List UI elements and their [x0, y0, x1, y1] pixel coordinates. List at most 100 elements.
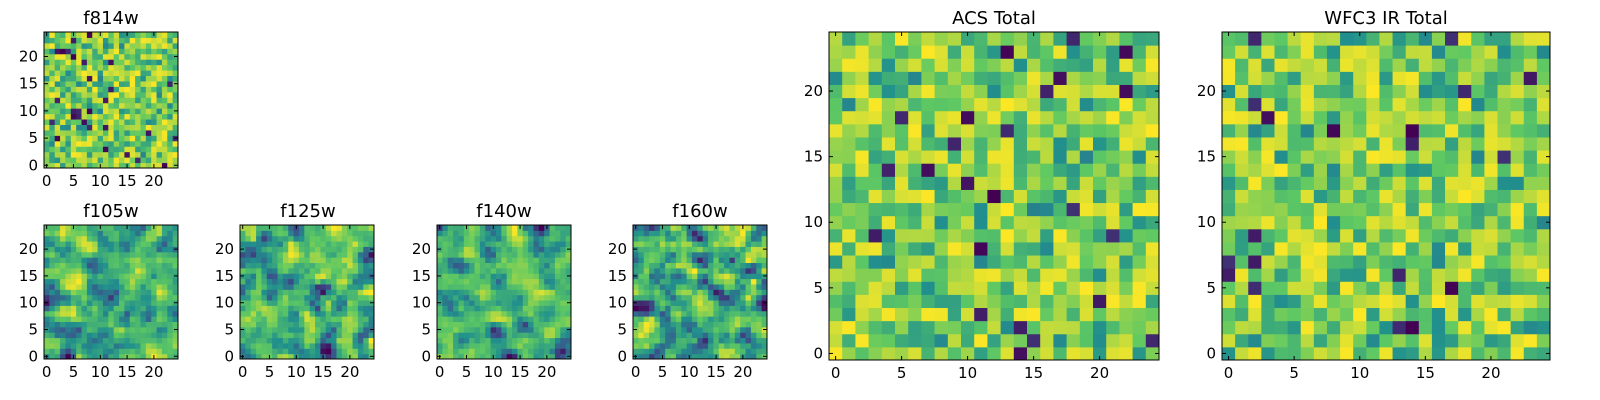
heatmap-cell [1053, 136, 1068, 151]
heatmap-cell [633, 337, 639, 344]
heatmap-cell [458, 246, 465, 253]
heatmap-cell [659, 235, 666, 242]
heatmap-cell [538, 326, 545, 333]
heatmap-cell [1366, 32, 1380, 46]
heatmap-cell [908, 189, 922, 204]
heatmap-cell [92, 332, 99, 339]
heatmap-cell [108, 86, 115, 93]
heatmap-cell [474, 305, 481, 312]
heatmap-cell [447, 273, 454, 280]
heatmap-cell [961, 268, 975, 282]
heatmap-cell [113, 348, 120, 355]
heatmap-cell [1313, 281, 1328, 295]
heatmap-cell [140, 135, 147, 142]
heatmap-cell [686, 348, 693, 355]
heatmap-cell [1497, 228, 1512, 243]
heatmap-cell [1458, 281, 1472, 295]
heatmap-cell [315, 241, 321, 247]
heatmap-cell [1040, 163, 1054, 177]
heatmap-cell [86, 124, 93, 131]
heatmap-cell [1431, 228, 1446, 243]
heatmap-cell [659, 273, 666, 280]
heatmap-cell [1523, 176, 1538, 190]
heatmap-cell [119, 337, 125, 344]
heatmap-cell [638, 348, 645, 355]
heatmap-cell [76, 342, 83, 349]
heatmap-cell [681, 348, 688, 355]
heatmap-cell [453, 353, 459, 360]
heatmap-cell [54, 157, 61, 164]
heatmap-cell [724, 257, 730, 264]
heatmap-cell [686, 342, 693, 349]
heatmap-cell [108, 348, 115, 355]
heatmap-cell [49, 75, 56, 82]
heatmap-cell [921, 123, 936, 138]
heatmap-cell [156, 321, 163, 328]
heatmap-cell [1106, 241, 1120, 256]
heatmap-cell [304, 267, 311, 274]
heatmap-cell [881, 215, 896, 230]
heatmap-cell [1248, 281, 1262, 295]
heatmap-cell [560, 348, 567, 355]
heatmap-cell [363, 289, 370, 296]
heatmap-cell [266, 267, 273, 274]
heatmap-cell [368, 278, 375, 285]
heatmap-cell [151, 140, 158, 147]
y-tick-label: 20 [1197, 82, 1216, 100]
heatmap-cell [1274, 255, 1289, 269]
heatmap-cell [135, 241, 141, 247]
heatmap-cell [734, 332, 741, 339]
heatmap-cell [44, 283, 50, 290]
heatmap-cell [1313, 215, 1328, 230]
heatmap-cell [974, 110, 988, 125]
heatmap-cell [756, 310, 763, 317]
heatmap-cell [145, 75, 152, 82]
heatmap-cell [92, 86, 99, 93]
heatmap-cell [829, 110, 843, 125]
heatmap-cell [304, 332, 311, 339]
heatmap-cell [124, 342, 131, 349]
heatmap-cell [1274, 58, 1289, 72]
heatmap-cell [309, 278, 316, 285]
heatmap-cell [761, 342, 768, 349]
heatmap-cell [167, 53, 174, 60]
heatmap-cell [1300, 71, 1315, 85]
heatmap-cell [60, 80, 66, 87]
heatmap-cell [65, 257, 72, 264]
heatmap-cell [250, 353, 257, 360]
heatmap-cell [1497, 189, 1512, 204]
heatmap-cell [565, 257, 572, 264]
heatmap-cell [60, 91, 66, 98]
heatmap-cell [855, 189, 870, 204]
heatmap-cell [829, 58, 843, 72]
heatmap-cell [102, 59, 109, 66]
heatmap-cell [1536, 215, 1551, 230]
heatmap-cell [145, 80, 152, 87]
heatmap-cell [113, 42, 120, 49]
y-tick-label: 15 [804, 148, 823, 166]
heatmap-cell [357, 251, 364, 258]
heatmap-cell [140, 157, 147, 164]
heatmap-cell [453, 332, 459, 339]
heatmap-cell [288, 235, 295, 242]
heatmap-cell [145, 337, 152, 344]
heatmap-cell [245, 225, 252, 231]
heatmap-cell [320, 262, 327, 269]
heatmap-cell [1013, 320, 1028, 335]
heatmap-cell [1027, 320, 1041, 335]
heatmap-cell [54, 251, 61, 258]
heatmap-cell [315, 257, 321, 264]
heatmap-cell [463, 326, 470, 333]
heatmap-cell [842, 123, 856, 138]
heatmap-cell [1222, 176, 1236, 190]
heatmap-cell [1458, 71, 1472, 85]
heatmap-cell [987, 255, 1002, 269]
heatmap-cell [124, 321, 131, 328]
heatmap-cell [1093, 255, 1107, 269]
heatmap-cell [119, 262, 125, 269]
heatmap-cell [156, 146, 163, 153]
heatmap-cell [501, 246, 508, 253]
heatmap-cell [1431, 163, 1446, 177]
heatmap-cell [1000, 136, 1015, 151]
heatmap-cell [44, 48, 50, 55]
